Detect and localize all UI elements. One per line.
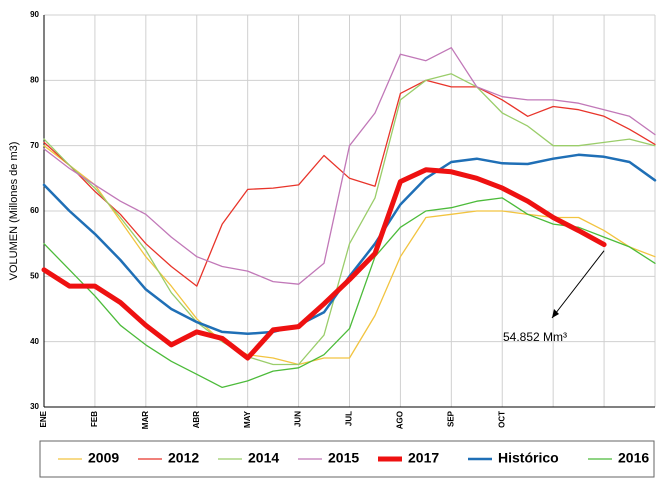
series-line <box>43 79 656 287</box>
y-tick-label: 90 <box>30 10 39 19</box>
x-tick-label: JUL <box>345 411 354 426</box>
x-tick-label: FEB <box>90 411 99 427</box>
y-tick-label: 30 <box>30 402 39 411</box>
y-tick-label: 80 <box>30 75 39 84</box>
annotation-arrowhead <box>552 309 559 318</box>
series-line <box>41 167 607 361</box>
series-line <box>43 47 656 285</box>
x-tick-label: MAY <box>243 410 252 428</box>
legend-label: 2017 <box>408 450 439 466</box>
y-tick-label: 40 <box>30 337 39 346</box>
y-tick-label: 60 <box>30 206 39 215</box>
legend-label: 2014 <box>248 450 279 466</box>
annotation: 54.852 Mm³ <box>503 330 567 344</box>
legend-label: Histórico <box>498 450 559 466</box>
x-tick-label: OCT <box>497 411 506 428</box>
y-tick-label: 50 <box>30 271 39 280</box>
series-line <box>43 73 656 366</box>
series-line <box>43 197 656 389</box>
x-tick-label: ENE <box>39 410 48 427</box>
x-tick-label: JUN <box>294 411 303 427</box>
legend-label: 2012 <box>168 450 199 466</box>
x-tick-label: MAR <box>141 411 150 429</box>
x-tick-label: AGO <box>396 411 405 429</box>
x-tick-label: ABR <box>192 411 201 429</box>
legend-box <box>39 440 655 478</box>
legend-label: 2009 <box>88 450 119 466</box>
x-tick-label: SEP <box>446 410 455 427</box>
y-axis-title: VOLUMEN (Millones de m3) <box>8 142 20 281</box>
annotation-arrow <box>551 250 605 319</box>
y-tick-label: 70 <box>30 141 39 150</box>
legend-label: 2016 <box>618 450 649 466</box>
legend-label: 2015 <box>328 450 359 466</box>
